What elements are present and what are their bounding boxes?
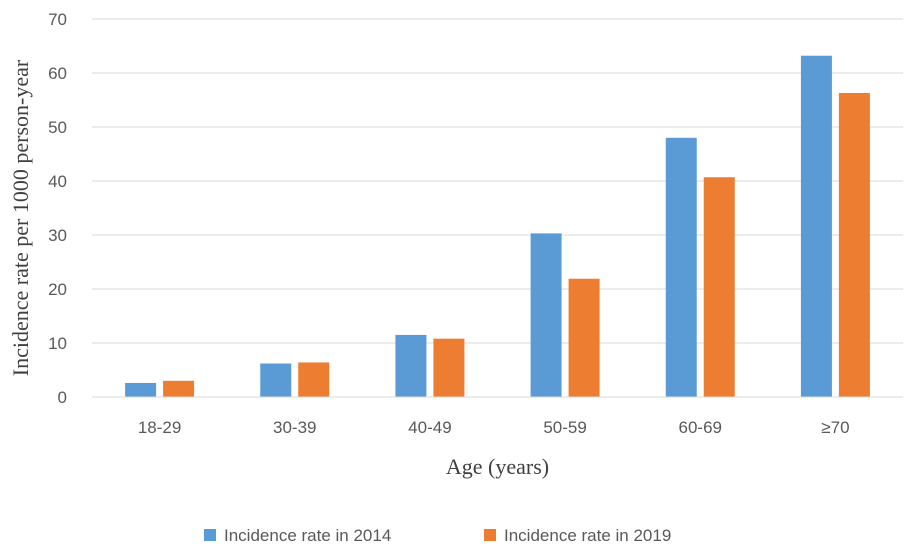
bar-2014-5 (800, 55, 832, 397)
legend-swatch-2019 (484, 529, 496, 541)
bar-2014-0 (125, 382, 157, 397)
y-tick-label: 60 (48, 64, 67, 83)
bar-2019-2 (433, 338, 465, 397)
y-tick-label: 20 (48, 280, 67, 299)
x-tick-label: 18-29 (138, 418, 181, 437)
legend-swatch-2014 (204, 529, 216, 541)
bars (125, 55, 870, 398)
x-tick-labels: 18-29 30-39 40-49 50-59 60-69 ≥70 (138, 418, 850, 437)
y-tick-label: 70 (48, 10, 67, 29)
y-tick-label: 10 (48, 334, 67, 353)
bar-2014-1 (260, 363, 292, 397)
x-tick-label: 40-49 (408, 418, 451, 437)
x-tick-label: ≥70 (821, 418, 849, 437)
bar-2014-3 (530, 233, 562, 397)
bar-2019-4 (703, 177, 735, 397)
y-tick-label: 40 (48, 172, 67, 191)
bar-2019-1 (298, 362, 330, 397)
y-tick-label: 50 (48, 118, 67, 137)
y-axis-title: Incidence rate per 1000 person-year (8, 59, 33, 376)
y-tick-label: 30 (48, 226, 67, 245)
y-tick-labels: 0 10 20 30 40 50 60 70 (48, 10, 67, 407)
bar-2014-2 (395, 334, 427, 397)
bar-2014-4 (665, 137, 697, 398)
legend-label-2014: Incidence rate in 2014 (224, 526, 391, 545)
x-axis-title: Age (years) (446, 454, 549, 479)
gridlines (92, 18, 903, 344)
bar-2019-5 (838, 92, 870, 397)
bar-2019-0 (163, 380, 195, 397)
y-tick-label: 0 (58, 388, 67, 407)
legend: Incidence rate in 2014 Incidence rate in … (204, 526, 671, 545)
bar-2019-3 (568, 278, 600, 397)
x-tick-label: 60-69 (679, 418, 722, 437)
legend-label-2019: Incidence rate in 2019 (504, 526, 671, 545)
x-tick-label: 30-39 (273, 418, 316, 437)
x-tick-label: 50-59 (543, 418, 586, 437)
